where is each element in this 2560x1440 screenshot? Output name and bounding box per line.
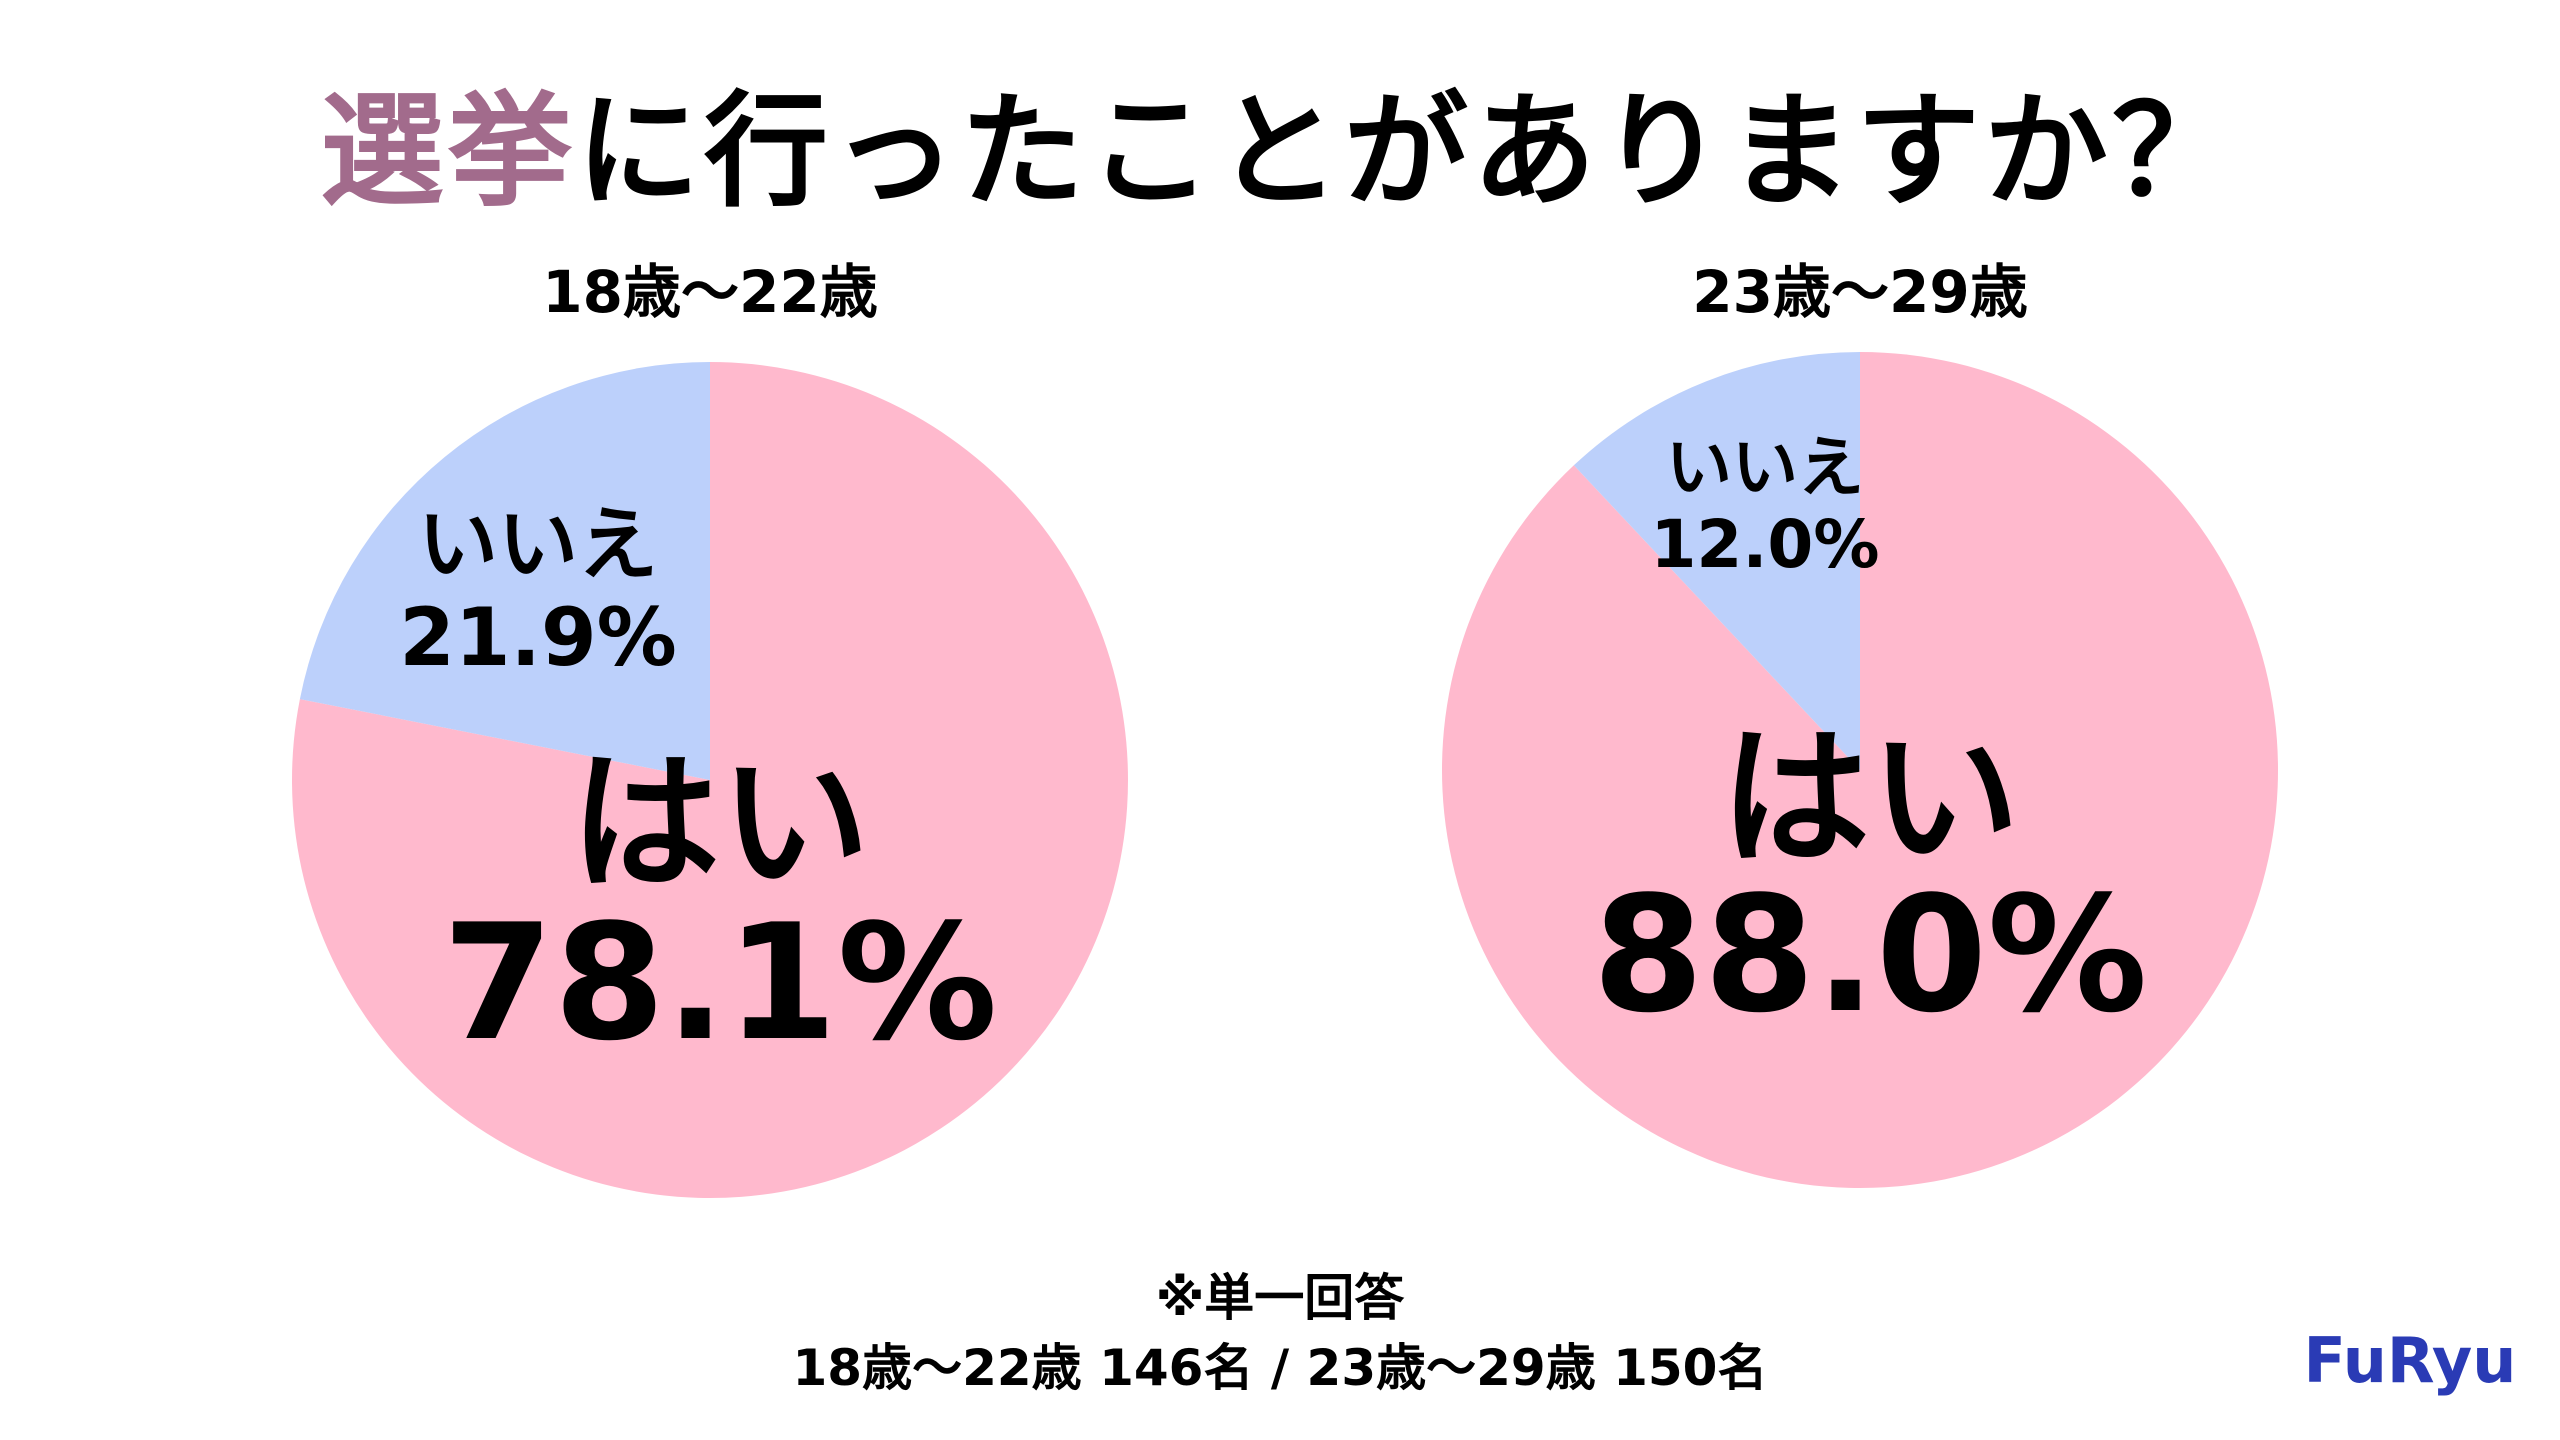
furyu-logo: FuRyu [2304, 1324, 2517, 1397]
slice-category-label-no: いいえ [418, 498, 658, 591]
pie-left-title: 18歳～22歳 [542, 258, 878, 326]
pie-slice-no [1573, 352, 1860, 770]
slice-value-label-yes: 88.0% [1592, 861, 2147, 1048]
title-highlight: 選挙 [319, 80, 576, 224]
slice-category-label-no: いいえ [1666, 429, 1864, 506]
slice-value-label-no: 21.9% [399, 591, 677, 684]
title-rest: に行ったことがありますか？ [576, 80, 2241, 224]
slice-value-label-no: 12.0% [1651, 506, 1880, 583]
pie-slice-no [299, 362, 710, 780]
footnote-answer-type: ※単一回答 [1155, 1269, 1405, 1327]
footnote-sample-size: 18歳～22歳 146名 / 23歳～29歳 150名 [792, 1339, 1768, 1397]
slice-value-label-yes: 78.1% [442, 889, 997, 1076]
pie-right-title: 23歳～29歳 [1692, 258, 2028, 326]
slice-category-label-yes: はい [1720, 712, 2020, 886]
chart-title: 選挙に行ったことがありますか？ [0, 78, 2560, 227]
brand-logo-text: FuRyu [2304, 1324, 2517, 1397]
slice-category-label-yes: はい [570, 737, 870, 911]
